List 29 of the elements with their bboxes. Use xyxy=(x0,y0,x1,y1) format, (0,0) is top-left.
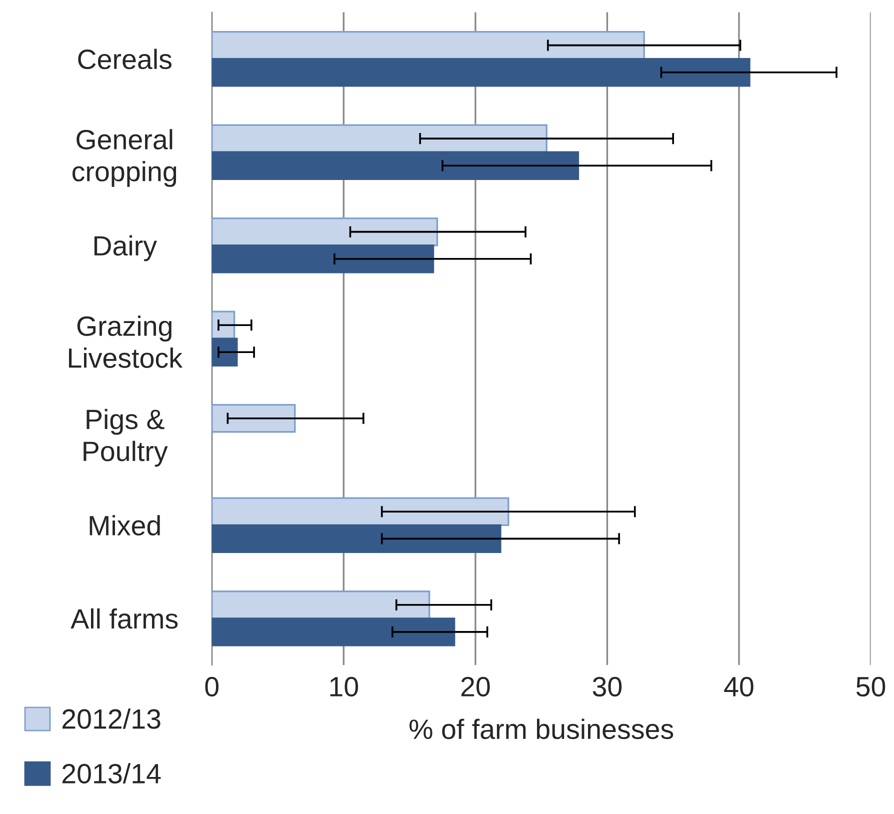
bar xyxy=(212,217,438,246)
x-tick-label: 20 xyxy=(461,676,490,697)
x-tick-label: 0 xyxy=(205,676,219,697)
x-tick-label: 30 xyxy=(592,676,622,697)
y-tick-label: Cereals xyxy=(78,48,172,70)
bar xyxy=(212,524,502,554)
legend-label: 2013/14 xyxy=(62,763,161,784)
x-tick-label: 50 xyxy=(856,676,886,697)
bar xyxy=(212,310,236,340)
x-axis-title: % of farm businesses xyxy=(410,718,674,740)
bar xyxy=(212,58,750,87)
bar xyxy=(212,30,645,60)
y-tick-label: Dairy xyxy=(94,235,157,262)
bar xyxy=(212,124,548,153)
y-tick-label: All farms xyxy=(70,608,178,629)
bar xyxy=(212,497,510,526)
bar xyxy=(212,244,434,274)
y-tick-label: General cropping xyxy=(72,129,176,187)
y-tick-label: Pigs & Poultry xyxy=(84,408,168,467)
bar xyxy=(212,404,296,433)
x-tick-label: 40 xyxy=(724,676,754,697)
y-tick-label: Mixed xyxy=(90,515,160,536)
bar xyxy=(212,618,456,646)
bar xyxy=(212,151,580,180)
x-tick-label: 10 xyxy=(330,676,358,697)
y-tick-label: Grazing Livestock xyxy=(68,316,183,368)
bar xyxy=(212,338,238,367)
bar xyxy=(212,590,430,620)
legend-label: 2012/13 xyxy=(62,708,160,729)
